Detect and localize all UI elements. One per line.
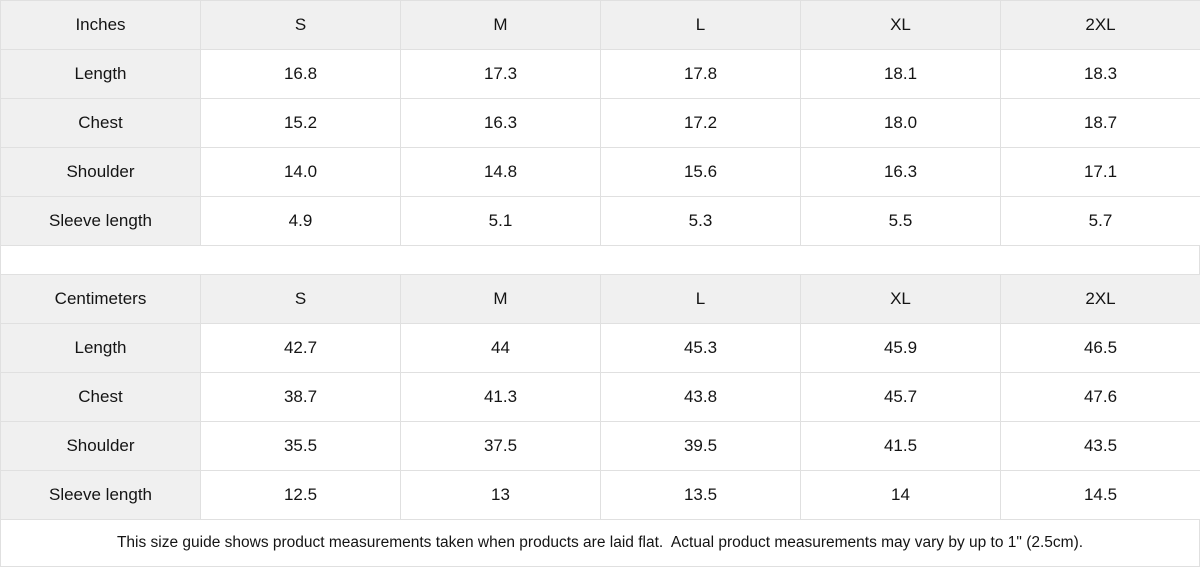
value-cell: 13.5: [600, 470, 801, 520]
unit-header: Centimeters: [0, 274, 201, 324]
size-column-header: L: [600, 274, 801, 324]
table-row: Shoulder 14.0 14.8 15.6 16.3 17.1: [0, 147, 1200, 197]
table-gap: [0, 246, 1200, 274]
size-column-header: S: [200, 0, 401, 50]
row-label: Chest: [0, 372, 201, 422]
value-cell: 46.5: [1000, 323, 1200, 373]
value-cell: 41.3: [400, 372, 601, 422]
value-cell: 17.8: [600, 49, 801, 99]
value-cell: 17.3: [400, 49, 601, 99]
value-cell: 17.1: [1000, 147, 1200, 197]
size-column-header: S: [200, 274, 401, 324]
value-cell: 41.5: [800, 421, 1001, 471]
value-cell: 17.2: [600, 98, 801, 148]
row-label: Length: [0, 49, 201, 99]
value-cell: 39.5: [600, 421, 801, 471]
size-table-centimeters: Centimeters S M L XL 2XL Length 42.7 44 45.3 45.9 4…: [0, 274, 1200, 520]
value-cell: 15.6: [600, 147, 801, 197]
size-column-header: 2XL: [1000, 274, 1200, 324]
table-row: Length 42.7 44 45.3 45.9 46.5: [0, 323, 1200, 373]
value-cell: 5.3: [600, 196, 801, 246]
value-cell: 16.3: [800, 147, 1001, 197]
value-cell: 16.8: [200, 49, 401, 99]
value-cell: 35.5: [200, 421, 401, 471]
value-cell: 14: [800, 470, 1001, 520]
value-cell: 15.2: [200, 98, 401, 148]
value-cell: 5.5: [800, 196, 1001, 246]
value-cell: 47.6: [1000, 372, 1200, 422]
value-cell: 43.8: [600, 372, 801, 422]
size-column-header: L: [600, 0, 801, 50]
value-cell: 42.7: [200, 323, 401, 373]
value-cell: 4.9: [200, 196, 401, 246]
value-cell: 18.3: [1000, 49, 1200, 99]
table-row: Sleeve length 4.9 5.1 5.3 5.5 5.7: [0, 196, 1200, 246]
value-cell: 5.7: [1000, 196, 1200, 246]
table-row: Length 16.8 17.3 17.8 18.1 18.3: [0, 49, 1200, 99]
value-cell: 14.8: [400, 147, 601, 197]
value-cell: 18.0: [800, 98, 1001, 148]
size-column-header: 2XL: [1000, 0, 1200, 50]
size-guide-note: This size guide shows product measuremen…: [0, 520, 1200, 567]
value-cell: 43.5: [1000, 421, 1200, 471]
table-row: Chest 38.7 41.3 43.8 45.7 47.6: [0, 372, 1200, 422]
row-label: Sleeve length: [0, 196, 201, 246]
value-cell: 16.3: [400, 98, 601, 148]
table-row: Sleeve length 12.5 13 13.5 14 14.5: [0, 470, 1200, 520]
size-column-header: XL: [800, 274, 1001, 324]
size-column-header: XL: [800, 0, 1001, 50]
row-label: Chest: [0, 98, 201, 148]
row-label: Length: [0, 323, 201, 373]
value-cell: 13: [400, 470, 601, 520]
value-cell: 45.7: [800, 372, 1001, 422]
value-cell: 44: [400, 323, 601, 373]
value-cell: 38.7: [200, 372, 401, 422]
value-cell: 45.3: [600, 323, 801, 373]
header-row: Inches S M L XL 2XL: [0, 0, 1200, 50]
unit-header: Inches: [0, 0, 201, 50]
row-label: Shoulder: [0, 421, 201, 471]
value-cell: 45.9: [800, 323, 1001, 373]
size-guide-panel: Inches S M L XL 2XL Length 16.8 17.3 17.8 18.1 18.3…: [0, 0, 1200, 567]
size-column-header: M: [400, 274, 601, 324]
row-label: Sleeve length: [0, 470, 201, 520]
row-label: Shoulder: [0, 147, 201, 197]
size-table-inches: Inches S M L XL 2XL Length 16.8 17.3 17.8 18.1 18.3…: [0, 0, 1200, 246]
value-cell: 14.5: [1000, 470, 1200, 520]
size-column-header: M: [400, 0, 601, 50]
value-cell: 14.0: [200, 147, 401, 197]
value-cell: 18.7: [1000, 98, 1200, 148]
header-row: Centimeters S M L XL 2XL: [0, 274, 1200, 324]
table-row: Shoulder 35.5 37.5 39.5 41.5 43.5: [0, 421, 1200, 471]
value-cell: 37.5: [400, 421, 601, 471]
value-cell: 12.5: [200, 470, 401, 520]
table-row: Chest 15.2 16.3 17.2 18.0 18.7: [0, 98, 1200, 148]
value-cell: 18.1: [800, 49, 1001, 99]
value-cell: 5.1: [400, 196, 601, 246]
